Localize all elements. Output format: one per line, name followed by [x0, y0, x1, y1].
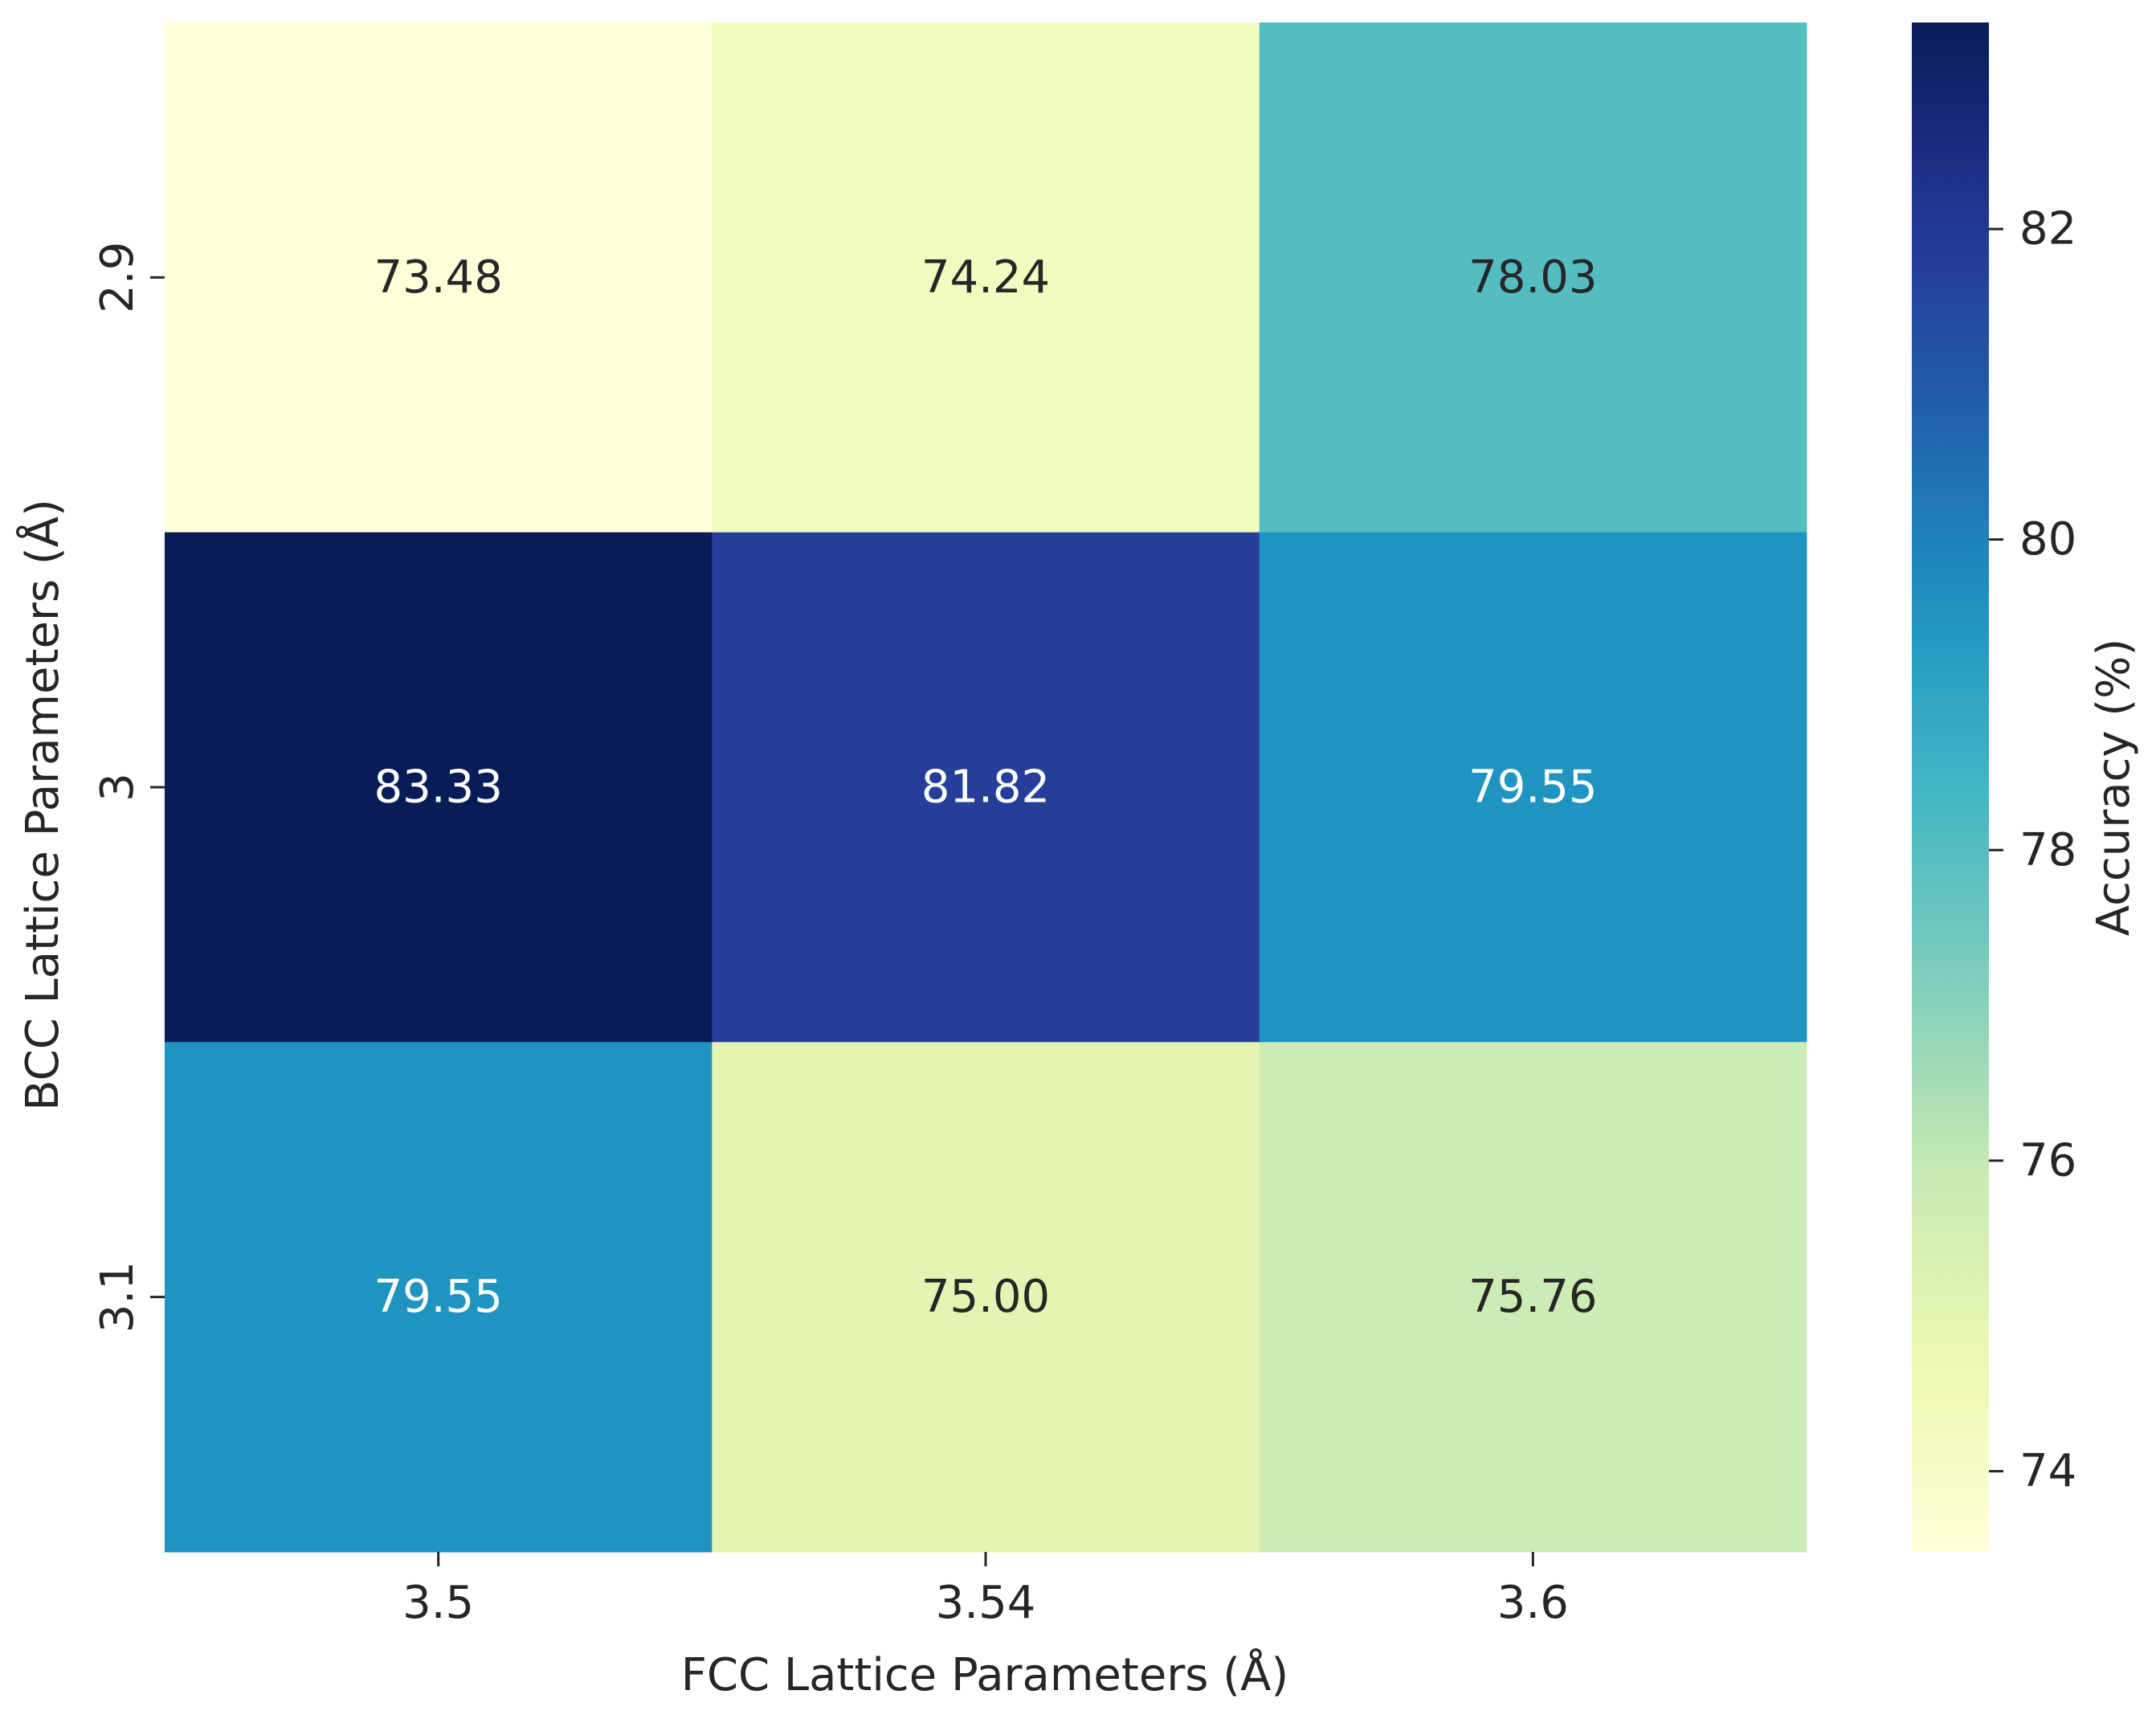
heatmap-cell: [712, 22, 1260, 533]
colorbar-tick-label: 78: [2019, 824, 2076, 876]
cell-value-label: 74.24: [921, 251, 1050, 304]
heatmap-cell: [1259, 22, 1807, 533]
heatmap-cell-labels: 73.48 74.24 78.03 83.33 81.82 79.55 79.55 75.00…: [374, 251, 1598, 1323]
cell-value-label: 73.48: [374, 251, 503, 304]
colorbar-tick-label: 74: [2019, 1445, 2076, 1497]
colorbar-label: Accuracy (%): [2088, 639, 2140, 936]
cell-value-label: 75.76: [1468, 1271, 1597, 1323]
x-axis: 3.5 3.54 3.6: [402, 1552, 1569, 1629]
cell-value-label: 83.33: [374, 762, 503, 814]
x-tick-label: 3.5: [402, 1577, 474, 1629]
heatmap-cell: [165, 22, 713, 533]
heatmap-cell: [165, 532, 713, 1043]
heatmap-cells: [165, 22, 1807, 1553]
heatmap-cell: [165, 1042, 713, 1553]
x-tick-label: 3.6: [1497, 1577, 1569, 1629]
cell-value-label: 79.55: [1468, 762, 1597, 814]
cell-value-label: 79.55: [374, 1271, 503, 1323]
colorbar-tick-label: 82: [2019, 203, 2076, 255]
cell-value-label: 78.03: [1468, 251, 1597, 304]
heatmap-cell: [712, 532, 1260, 1043]
y-axis-label: BCC Lattice Parameters (Å): [16, 499, 69, 1111]
colorbar-gradient: [1912, 22, 1989, 1552]
colorbar-tick-label: 76: [2019, 1134, 2076, 1186]
heatmap-cell: [1259, 1042, 1807, 1553]
cell-value-label: 75.00: [921, 1271, 1050, 1323]
y-tick-label: 3.1: [92, 1261, 144, 1333]
colorbar: 74 76 78 80 82 Accuracy (%): [1912, 22, 2140, 1552]
colorbar-ticks: 74 76 78 80 82: [1989, 203, 2076, 1497]
colorbar-tick-label: 80: [2019, 513, 2076, 566]
heatmap-cell: [712, 1042, 1260, 1553]
y-tick-label: 2.9: [92, 242, 144, 313]
cell-value-label: 81.82: [921, 762, 1050, 814]
y-axis: 2.9 3 3.1: [92, 242, 165, 1333]
x-tick-label: 3.54: [936, 1577, 1036, 1629]
x-axis-label: FCC Lattice Parameters (Å): [681, 1648, 1289, 1701]
heatmap-cell: [1259, 532, 1807, 1043]
y-tick-label: 3: [92, 773, 144, 802]
